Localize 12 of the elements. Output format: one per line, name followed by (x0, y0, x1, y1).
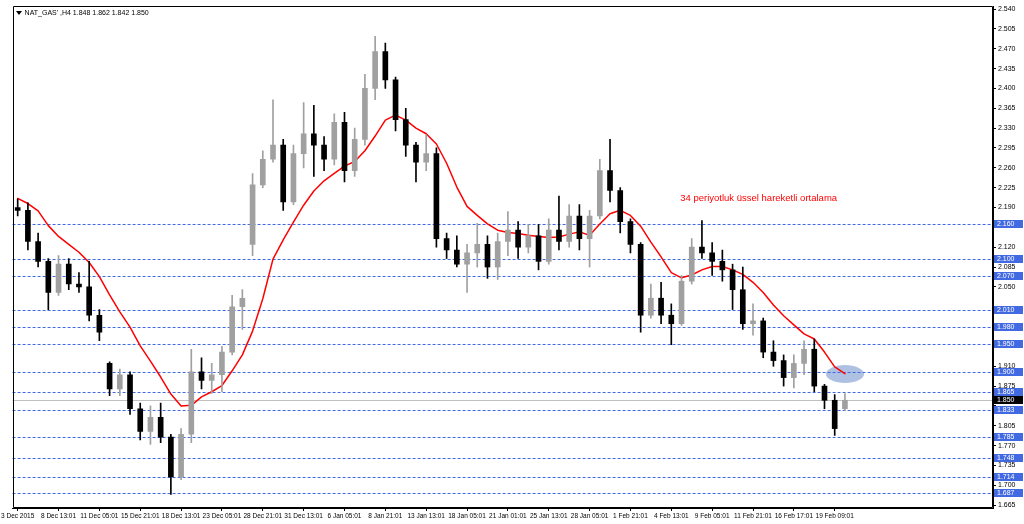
candlestick (76, 272, 82, 293)
candlestick (750, 303, 756, 336)
candlestick (699, 220, 705, 259)
candlestick (474, 223, 481, 268)
candlestick (208, 363, 215, 394)
text: 34 periyotluk üssel hareketli ortalama (680, 191, 838, 203)
candlestick (311, 105, 317, 177)
candlestick (556, 195, 562, 251)
candlestick (668, 303, 675, 346)
candlestick (464, 244, 470, 293)
candlestick (270, 99, 276, 163)
candlestick (423, 134, 430, 171)
